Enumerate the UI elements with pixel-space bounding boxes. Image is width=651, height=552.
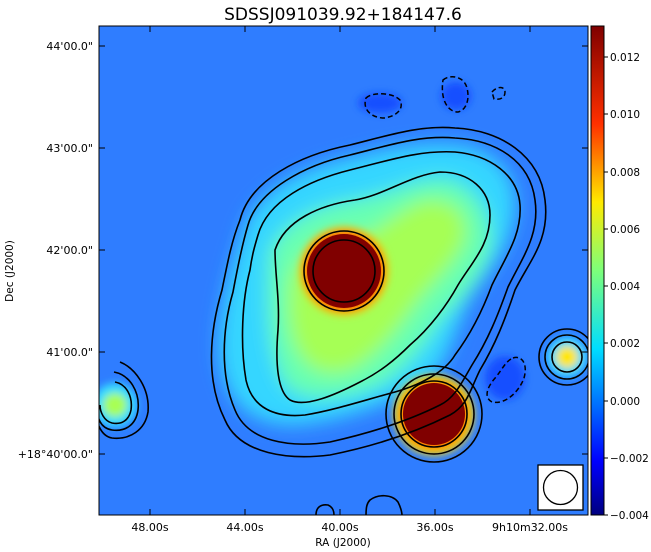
x-tick-labels: 48.00s 44.00s 40.00s 36.00s 9h10m32.00s: [131, 521, 568, 534]
heatmap-image: [99, 26, 588, 515]
colorbar-gradient: [590, 25, 605, 516]
colorbar-tick-label: 0.012: [610, 52, 640, 64]
x-tick-label: 40.00s: [321, 521, 358, 534]
colorbar-tick-label: −0.002: [610, 453, 649, 465]
y-tick-label: 42'00.0": [46, 244, 93, 257]
x-tick-label: 36.00s: [416, 521, 453, 534]
y-tick-label: 41'00.0": [46, 346, 93, 359]
beam-marker: [537, 464, 584, 511]
colorbar-tick-label: 0.006: [610, 224, 640, 236]
colorbar-tick-label: 0.000: [610, 396, 640, 408]
central-source-core: [307, 234, 381, 308]
x-axis-label: RA (J2000): [315, 537, 370, 549]
colorbar-tick-label: 0.002: [610, 338, 640, 350]
plot-frame: [98, 25, 589, 516]
y-tick-label: 43'00.0": [46, 142, 93, 155]
x-tick-label: 9h10m32.00s: [492, 521, 568, 534]
colorbar: 0.012 0.010 0.008 0.006 0.004 0.002 0.00…: [590, 25, 649, 522]
y-axis-label: Dec (J2000): [4, 240, 16, 302]
y-tick-label: +18°40'00.0": [18, 448, 93, 461]
colorbar-tick-label: 0.004: [610, 281, 640, 293]
y-tick-labels: 44'00.0" 43'00.0" 42'00.0" 41'00.0" +18°…: [18, 40, 93, 461]
colorbar-tick-label: 0.008: [610, 167, 640, 179]
y-tick-label: 44'00.0": [46, 40, 93, 53]
negative-contours: [364, 75, 526, 404]
x-tick-label: 44.00s: [226, 521, 263, 534]
x-tick-label: 48.00s: [131, 521, 168, 534]
colorbar-tick-label: −0.004: [610, 510, 649, 522]
chart-title: SDSSJ091039.92+184147.6: [224, 5, 462, 25]
colorbar-tick-label: 0.010: [610, 109, 640, 121]
axis-ticks: [99, 26, 588, 515]
